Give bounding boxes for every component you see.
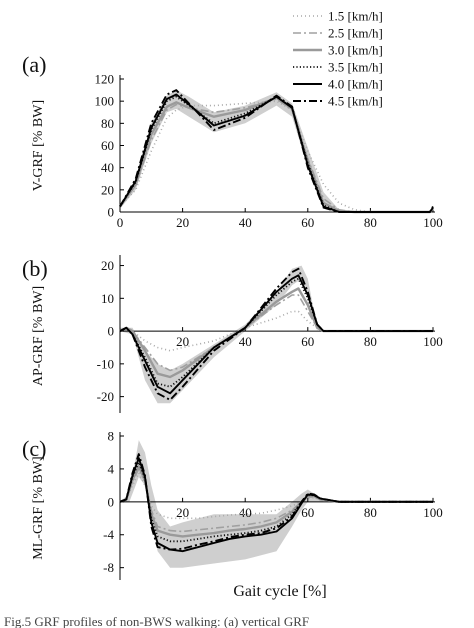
panel-mlgrf: -8 -4 0 4 8 20 40 60 80 100 ML-GRF [% BW](c) [22, 429, 443, 580]
x-tick-label: 20 [176, 334, 189, 349]
legend-label: 4.0 [km/h] [328, 77, 383, 92]
y-tick-label: 120 [95, 72, 115, 87]
x-tick-label: 60 [301, 334, 314, 349]
y-tick-label: 0 [108, 205, 115, 220]
legend-label: 2.5 [km/h] [328, 26, 383, 41]
x-tick-label: 20 [176, 505, 189, 520]
x-tick-label: 100 [423, 215, 443, 230]
legend-label: 3.0 [km/h] [328, 43, 383, 58]
y-tick-label: -20 [97, 389, 114, 404]
y-tick-label: 40 [101, 160, 114, 175]
x-tick-label: 80 [364, 334, 377, 349]
legend-label: 3.5 [km/h] [328, 60, 383, 75]
y-axis-label: V-GRF [% BW] [31, 100, 46, 191]
figure-caption: Fig.5 GRF profiles of non-BWS walking: (… [4, 614, 309, 628]
panel-label: (b) [22, 256, 48, 281]
y-tick-label: -10 [97, 356, 114, 371]
panel-vgrf: 0 20 40 60 80 100 120 0 20 40 60 80 100 V-GRF [% BW] (… [22, 52, 443, 230]
series-line [119, 98, 434, 213]
legend-label: 4.5 [km/h] [328, 94, 383, 109]
series-line [119, 472, 433, 520]
series-line [119, 294, 433, 372]
series-line [119, 96, 434, 214]
sd-band [120, 90, 340, 212]
x-tick-label: 60 [301, 505, 314, 520]
series-line [119, 100, 434, 213]
legend: 1.5 [km/h] 2.5 [km/h] 3.0 [km/h] 3.5 [km/h]… [293, 9, 383, 109]
x-tick-label: 60 [301, 215, 314, 230]
y-tick-label: 80 [101, 116, 114, 131]
panel-label: (c) [22, 436, 46, 461]
y-tick-label: -8 [103, 560, 114, 575]
y-tick-label: 60 [101, 138, 114, 153]
x-tick-label: 40 [239, 334, 252, 349]
panel-apgrf: -20 -10 0 10 20 20 40 60 80 100 AP-GRF [% BW] (b) [22, 255, 443, 413]
series-line [119, 457, 433, 553]
series-line [119, 310, 433, 352]
y-tick-label: 4 [108, 461, 115, 476]
y-tick-label: 20 [101, 182, 114, 197]
x-tick-label: 0 [117, 215, 124, 230]
sd-band [120, 265, 318, 404]
series-line [119, 461, 433, 543]
series-line [119, 453, 433, 551]
x-tick-label: 80 [364, 215, 377, 230]
legend-label: 1.5 [km/h] [328, 9, 383, 24]
x-tick-label: 40 [239, 215, 252, 230]
x-tick-label: 100 [423, 334, 443, 349]
y-tick-label: 10 [101, 291, 114, 306]
y-tick-label: 8 [108, 429, 115, 444]
y-axis-label: AP-GRF [% BW] [31, 286, 46, 386]
x-tick-label: 80 [364, 505, 377, 520]
panel-label: (a) [22, 52, 46, 77]
series-line [119, 95, 434, 213]
y-tick-label: 100 [95, 94, 115, 109]
x-tick-label: 20 [176, 215, 189, 230]
x-axis-label: Gait cycle [%] [233, 583, 326, 600]
series-line [119, 287, 433, 379]
series-line [119, 274, 433, 395]
series-line [119, 89, 434, 213]
y-tick-label: -4 [103, 527, 114, 542]
series-line [119, 267, 433, 401]
y-tick-label: 0 [108, 324, 115, 339]
x-tick-label: 100 [423, 505, 443, 520]
y-tick-label: 20 [101, 258, 114, 273]
y-axis-label: ML-GRF [% BW] [31, 456, 46, 559]
y-tick-label: 0 [108, 494, 115, 509]
x-tick-label: 40 [239, 505, 252, 520]
